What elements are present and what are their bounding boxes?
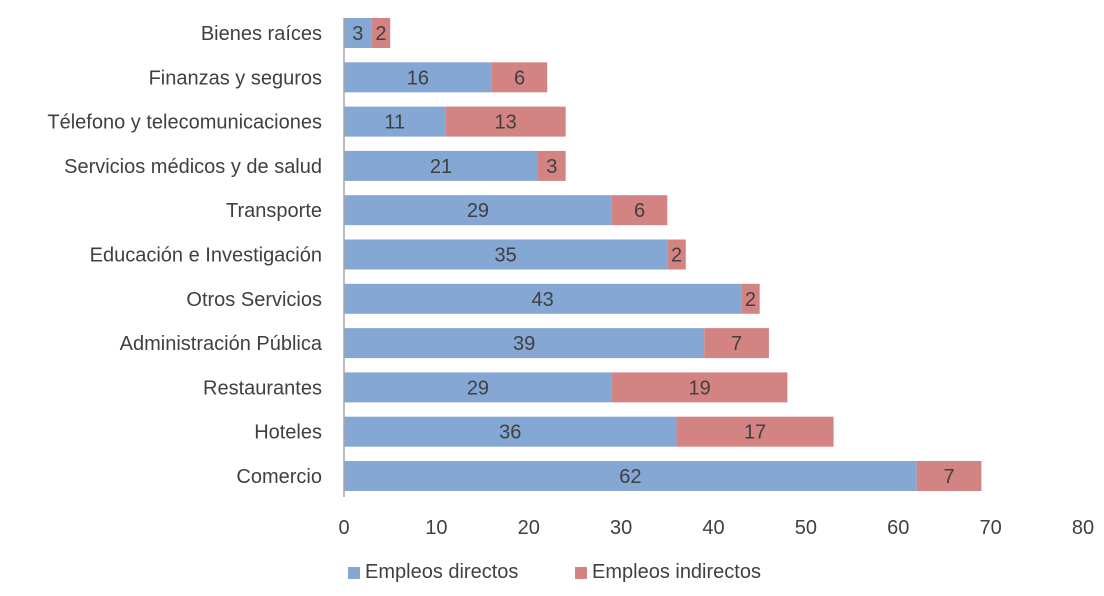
data-label: 11 [384, 112, 405, 134]
x-tick-label: 50 [795, 517, 817, 539]
bar-indirectos [445, 106, 566, 137]
data-label: 36 [499, 422, 521, 444]
bars-layer [344, 18, 982, 491]
bar-directos [344, 106, 446, 137]
data-label: 29 [467, 200, 489, 222]
bar-indirectos [537, 150, 566, 181]
bar-indirectos [676, 416, 834, 447]
data-label: 62 [619, 466, 641, 488]
data-label: 7 [731, 333, 742, 355]
bar-indirectos [741, 283, 760, 314]
x-tick-label: 10 [425, 517, 447, 539]
data-label: 6 [634, 200, 645, 222]
category-label: Bienes raíces [201, 23, 322, 45]
x-tick-label: 20 [518, 517, 540, 539]
data-label: 16 [407, 67, 429, 89]
bar-indirectos [667, 239, 686, 270]
legend-label: Empleos indirectos [592, 561, 761, 583]
bar-indirectos [916, 461, 982, 491]
data-label: 2 [745, 289, 756, 311]
category-label: Otros Servicios [186, 289, 322, 311]
data-label: 39 [513, 333, 535, 355]
data-label: 21 [430, 156, 452, 178]
legend: Empleos directos Empleos indirectos [348, 561, 761, 583]
data-label: 13 [495, 112, 517, 134]
data-label: 43 [531, 289, 553, 311]
category-label: Administración Pública [120, 333, 323, 355]
category-label: Educación e Investigación [90, 245, 322, 267]
bar-directos [344, 195, 612, 226]
x-tick-label: 30 [610, 517, 632, 539]
data-label: 2 [671, 245, 682, 267]
bar-directos [344, 283, 742, 314]
data-label: 6 [514, 67, 525, 89]
x-tick-label: 40 [702, 517, 724, 539]
bar-directos [344, 62, 492, 93]
bar-directos [344, 461, 917, 491]
category-label: Comercio [236, 466, 322, 488]
data-label: 7 [943, 466, 954, 488]
bar-directos [344, 372, 612, 403]
category-label: Hoteles [254, 422, 322, 444]
bar-indirectos [491, 62, 548, 93]
axis-layer: Bienes raíces Finanzas y seguros Télefono … [47, 18, 1094, 539]
bar-indirectos [611, 195, 668, 226]
legend-swatch [348, 567, 360, 579]
category-label: Restaurantes [203, 377, 322, 399]
legend-label: Empleos directos [365, 561, 518, 583]
data-label: 17 [744, 422, 766, 444]
category-label: Transporte [226, 200, 322, 222]
x-tick-label: 0 [338, 517, 349, 539]
category-label: Servicios médicos y de salud [64, 156, 322, 178]
bar-indirectos [704, 328, 769, 359]
data-label: 19 [689, 377, 711, 399]
bar-indirectos [611, 372, 788, 403]
legend-swatch [575, 567, 587, 579]
data-label: 29 [467, 377, 489, 399]
bar-directos [344, 328, 705, 359]
bar-directos [344, 18, 372, 48]
data-label: 35 [495, 245, 517, 267]
category-label: Télefono y telecomunicaciones [47, 112, 322, 134]
bar-directos [344, 150, 538, 181]
data-label: 3 [352, 23, 363, 45]
data-label: 2 [375, 23, 386, 45]
bar-directos [344, 416, 677, 447]
category-label: Finanzas y seguros [149, 67, 322, 89]
x-tick-label: 80 [1072, 517, 1094, 539]
x-tick-label: 70 [980, 517, 1002, 539]
bar-directos [344, 239, 668, 270]
x-tick-label: 60 [887, 517, 909, 539]
bar-indirectos [371, 18, 391, 48]
data-label: 3 [546, 156, 557, 178]
